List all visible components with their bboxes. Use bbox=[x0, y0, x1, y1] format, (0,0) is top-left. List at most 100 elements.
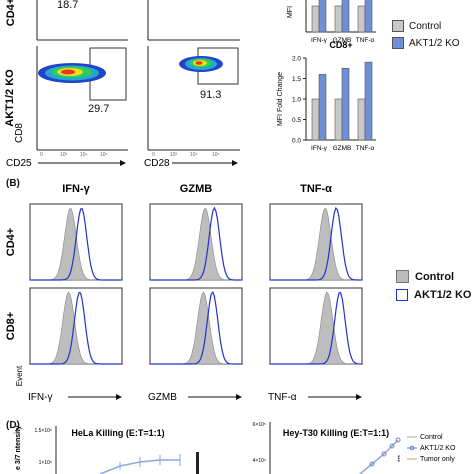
bar-chart-2-category-label: IFN-γ bbox=[311, 145, 328, 152]
killing-left-tick-1: 1.5×10⁵ bbox=[34, 428, 52, 434]
histogram-ko-curve bbox=[30, 291, 122, 365]
killing-panel: HeLa Killing (E:T=1:1) Hey-T30 Killing (… bbox=[15, 422, 456, 474]
bar-chart-1-tick-label: GZMB bbox=[333, 37, 352, 44]
bar-chart-1-bar bbox=[318, 0, 327, 33]
histogram-y-label: Event bbox=[15, 365, 24, 386]
histogram-control-curve bbox=[30, 291, 122, 365]
hist-legend-item-control: Control bbox=[396, 270, 471, 283]
killing-left-ylabel: e 3/7 ntensity bbox=[15, 426, 22, 470]
svg-text:10⁴: 10⁴ bbox=[80, 152, 88, 158]
histogram-ko-curve bbox=[30, 207, 122, 281]
histogram-col-title: GZMB bbox=[180, 183, 212, 195]
flow-value-top-left: 18.7 bbox=[57, 0, 78, 11]
bar-chart-2-title: CD8+ bbox=[329, 40, 352, 50]
histogram-panel: IFN-γ GZMB TNF-α CD4+ CD8+ Event IFN-γ GZMB TNF-… bbox=[5, 183, 363, 403]
histogram-control-curve bbox=[150, 291, 242, 365]
histogram-legend: Control AKT1/2 KO bbox=[396, 270, 471, 301]
hela-significance-bar bbox=[196, 452, 199, 474]
histogram-ko-curve bbox=[150, 290, 242, 365]
histogram-x-arrowhead bbox=[116, 394, 122, 400]
bar-chart-1-ylabel: MFI bbox=[287, 6, 294, 18]
flow-y-axis-label: CD8 bbox=[14, 123, 25, 143]
histogram-control-curve bbox=[150, 207, 242, 281]
bar-chart-2-tick-label: 1.5 bbox=[292, 76, 301, 83]
killing-left-title: HeLa Killing (E:T=1:1) bbox=[71, 428, 164, 438]
hey-curve bbox=[359, 439, 399, 474]
flow-x-axis-right: CD28 bbox=[144, 158, 170, 169]
hist-legend-item-ko: AKT1/2 KO bbox=[396, 289, 471, 301]
flow-value-bottom-left: 29.7 bbox=[88, 103, 109, 115]
killing-legend: Control AKT1/2 KO Tumor only bbox=[407, 434, 456, 463]
flow-density-panel: 18.7 29.7 91.3 0 10³ 10⁴ 10⁵ 0 10³ 10⁴ 10⁵ CD4… bbox=[4, 0, 240, 169]
histogram-col-title: TNF-α bbox=[300, 183, 332, 195]
bar-chart-2-tick-label: 1.0 bbox=[292, 97, 301, 104]
bar-chart-2-tick-label: 0.5 bbox=[292, 117, 301, 124]
hist-legend-label-control: Control bbox=[415, 270, 455, 283]
legend-label-ko: AKT1/2 KO bbox=[409, 37, 460, 49]
killing-left-tick-2: 1×10⁵ bbox=[39, 460, 52, 466]
flow-plot-bottom-right: 91.3 bbox=[147, 46, 240, 151]
histogram-control-curve bbox=[270, 207, 362, 281]
killing-significance-stars: *** bbox=[398, 454, 404, 462]
histogram-col-title: IFN-γ bbox=[62, 183, 90, 195]
bar-chart-2-bar bbox=[341, 67, 350, 141]
panel-label-b: (B) bbox=[6, 178, 20, 189]
killing-right-tick-1: 6×10⁵ bbox=[253, 422, 266, 428]
killing-legend-tumor: Tumor only bbox=[420, 456, 455, 463]
histogram-row-label: CD8+ bbox=[5, 312, 17, 340]
hist-swatch-ko bbox=[396, 289, 408, 301]
histogram-x-label: IFN-γ bbox=[28, 392, 52, 403]
bar-charts-panel: IFN-γ GZMB TNF-α MFI CD8+ 0.0 0.5 1.0 1.5 2.0 IFN-… bbox=[277, 0, 376, 152]
flow-row-label-bottom: AKT1/2 KO bbox=[4, 69, 16, 127]
svg-text:10³: 10³ bbox=[60, 152, 68, 158]
histogram-x-label: GZMB bbox=[148, 392, 177, 403]
svg-text:0: 0 bbox=[40, 152, 43, 158]
bar-chart-1-bar bbox=[357, 5, 366, 33]
histogram-ko-curve bbox=[150, 206, 242, 281]
flow-plot-bottom-left: 29.7 bbox=[36, 46, 128, 151]
bar-chart-1-bar bbox=[364, 0, 373, 33]
bar-chart-2-bar bbox=[364, 61, 373, 141]
flow-row-label-top: CD4+ bbox=[5, 0, 17, 26]
hist-legend-label-ko: AKT1/2 KO bbox=[414, 289, 472, 301]
bar-chart-2-bar bbox=[334, 98, 343, 141]
bar-chart-2-tick-label: 2.0 bbox=[292, 56, 301, 63]
histogram-x-arrowhead bbox=[356, 394, 362, 400]
histogram-ko-curve bbox=[270, 206, 362, 281]
panel-label-d: (D) bbox=[6, 420, 20, 431]
histogram-x-label: TNF-α bbox=[268, 392, 297, 403]
bar-legend-item-control: Control bbox=[392, 20, 460, 32]
histogram-control-curve bbox=[30, 208, 122, 281]
bar-chart-1-bar bbox=[334, 5, 343, 33]
histogram-ko-curve bbox=[270, 291, 362, 365]
bar-chart-2-bar bbox=[318, 74, 327, 141]
hela-error-bars bbox=[119, 454, 181, 470]
bar-chart-2-category-label: TNF-α bbox=[356, 145, 375, 152]
bar-chart-2-tick-label: 0.0 bbox=[292, 138, 301, 145]
bar-chart-1-tick-label: TNF-α bbox=[356, 37, 375, 44]
flow-plot-top-right bbox=[147, 0, 240, 41]
svg-text:10³: 10³ bbox=[170, 152, 178, 158]
svg-text:10⁴: 10⁴ bbox=[190, 152, 198, 158]
killing-right-title: Hey-T30 Killing (E:T=1:1) bbox=[283, 428, 389, 438]
legend-swatch-ko bbox=[392, 37, 404, 49]
svg-text:0: 0 bbox=[152, 152, 155, 158]
histogram-control-curve bbox=[270, 291, 362, 365]
hist-swatch-control bbox=[396, 270, 409, 283]
legend-label-control: Control bbox=[409, 20, 442, 32]
histogram-x-arrowhead bbox=[236, 394, 242, 400]
legend-swatch-control bbox=[392, 20, 404, 32]
killing-right-tick-2: 4×10⁵ bbox=[253, 458, 266, 464]
bar-chart-2-category-label: GZMB bbox=[333, 145, 352, 152]
bar-legend: Control AKT1/2 KO bbox=[392, 20, 460, 49]
bar-chart-2-bar bbox=[311, 98, 320, 141]
svg-text:10⁵: 10⁵ bbox=[100, 152, 108, 158]
flow-x-axis-left: CD25 bbox=[6, 158, 32, 169]
flow-plot-top-left: 18.7 bbox=[36, 0, 128, 41]
killing-legend-ko: AKT1/2 KO bbox=[420, 445, 456, 452]
hey-points bbox=[369, 437, 401, 467]
bar-legend-item-ko: AKT1/2 KO bbox=[392, 37, 460, 49]
bar-chart-1-tick-label: IFN-γ bbox=[311, 37, 328, 44]
svg-text:10⁵: 10⁵ bbox=[212, 152, 220, 158]
bar-chart-2-bar bbox=[357, 98, 366, 141]
